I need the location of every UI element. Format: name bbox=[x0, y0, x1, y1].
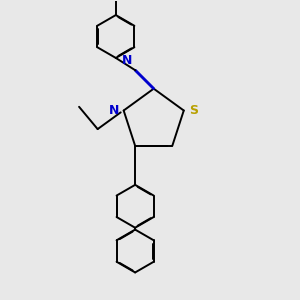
Text: N: N bbox=[109, 104, 119, 117]
Text: S: S bbox=[189, 104, 198, 117]
Text: N: N bbox=[122, 54, 132, 67]
